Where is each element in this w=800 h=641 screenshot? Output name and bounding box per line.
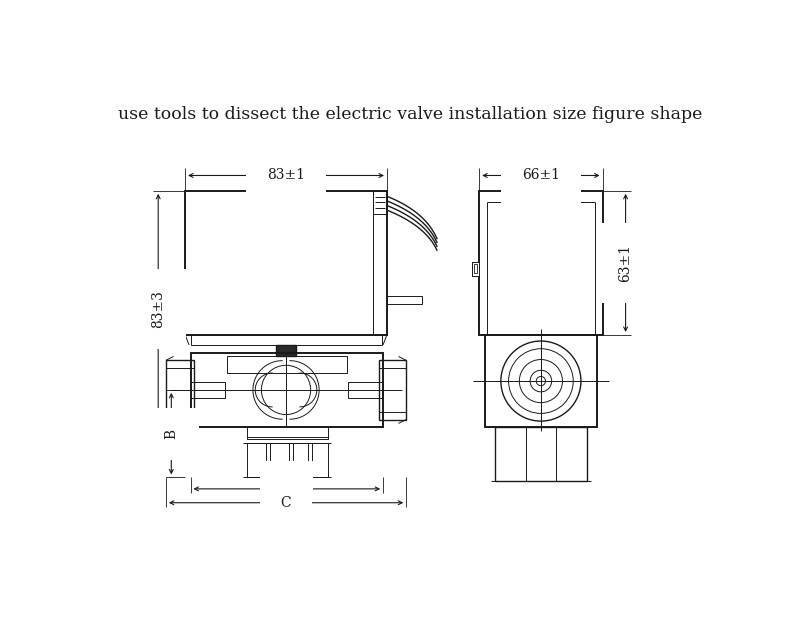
Bar [474, 264, 477, 273]
Bar [472, 262, 479, 276]
Bar [387, 296, 422, 304]
Text: 83±1: 83±1 [267, 169, 305, 183]
Bar [349, 382, 383, 397]
Bar [276, 345, 296, 356]
Bar [293, 443, 312, 478]
Bar [185, 191, 387, 335]
Bar [166, 360, 194, 420]
Text: 66±1: 66±1 [522, 169, 560, 183]
Bar [226, 356, 347, 373]
Bar [472, 262, 479, 276]
Bar [485, 335, 597, 428]
Bar [479, 191, 602, 335]
Text: use tools to dissect the electric valve installation size figure shape: use tools to dissect the electric valve … [118, 106, 702, 123]
Bar [308, 443, 328, 478]
Bar [246, 428, 328, 439]
Bar [190, 382, 226, 397]
Bar [605, 264, 608, 273]
Bar [379, 360, 406, 420]
Bar [190, 335, 382, 345]
Bar [270, 443, 289, 478]
Text: 83±3: 83±3 [151, 290, 166, 328]
Text: 63±1: 63±1 [618, 244, 633, 282]
Bar [494, 428, 587, 481]
Bar [373, 191, 387, 214]
Bar [473, 262, 478, 274]
Text: B: B [164, 429, 178, 438]
Text: A: A [282, 482, 292, 496]
Text: C: C [281, 495, 291, 510]
Bar [190, 353, 383, 428]
Bar [246, 443, 266, 478]
Bar [602, 262, 610, 276]
